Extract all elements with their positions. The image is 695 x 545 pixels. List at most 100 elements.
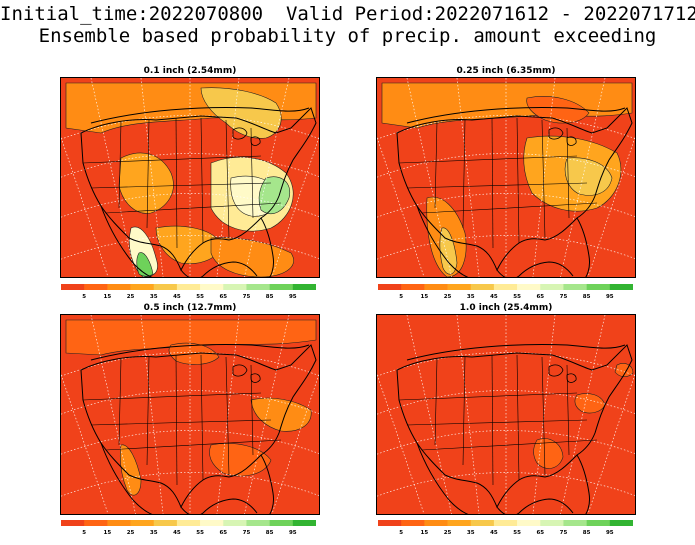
colorbar-tick-label: 15 [421,530,429,536]
colorbar-swatch [246,520,270,526]
colorbar-swatch [586,520,611,526]
colorbar-tick-label: 65 [536,530,544,536]
colorbar-swatch [447,520,472,526]
colorbar-tick-label: 75 [243,530,251,536]
colorbar-tick-label: 15 [421,294,429,300]
colorbar-swatch [269,520,294,526]
colorbar-swatch [200,284,224,290]
colorbar-tick-label: 25 [127,530,135,536]
colorbar-tick-label: 5 [399,294,403,300]
colorbar-tick-label: 35 [150,530,158,536]
colorbar-swatch [470,520,495,526]
colorbar-swatch [61,284,85,290]
panel-title-0.1-inch: 0.1 inch (2.54mm) [143,66,237,76]
colorbar-tick-label: 85 [266,294,274,300]
colorbar-tick-label: 5 [399,530,403,536]
great-lakes [232,364,261,383]
colorbar-tick-label: 55 [513,530,521,536]
colorbar-tick-label: 25 [444,530,452,536]
colorbar-tick-label: 95 [289,294,297,300]
colorbar-swatch [401,520,425,526]
colorbar-tick-label: 15 [104,530,112,536]
colorbar-swatch [447,284,472,290]
panel-title-0.5-inch: 0.5 inch (12.7mm) [143,303,237,313]
colorbar-tick-label: 45 [490,530,498,536]
colorbar-tick-label: 55 [513,294,521,300]
great-lakes [232,127,261,146]
colorbar-swatch [153,520,178,526]
coastline-borders [396,344,633,514]
colorbar-tick-label: 25 [127,294,135,300]
map-panel-1.0-inch [376,314,636,515]
colorbar-swatch [401,284,425,290]
colorbar-swatch [609,284,633,290]
state-borders [398,117,598,249]
probability-region [533,438,564,469]
colorbar-swatch [424,284,448,290]
colorbar-swatch [563,284,587,290]
colorbar-swatch [378,284,402,290]
colorbar-swatch [292,284,316,290]
colorbar-swatch [586,284,611,290]
colorbar-tick-label: 65 [536,294,544,300]
colorbar-swatch [130,284,155,290]
colorbar-swatch [269,284,294,290]
initial-time-valid-period-title: Initial_time:2022070800 Valid Period:202… [0,3,695,25]
colorbar-swatch [540,520,564,526]
lat-lon-grid [61,315,319,514]
panel-title-1.0-inch: 1.0 inch (25.4mm) [459,303,553,313]
map-panel-0.1-inch [60,77,320,278]
coastline-borders [80,344,317,514]
colorbar-tick-label: 75 [243,294,251,300]
colorbar-tick-label: 35 [150,294,158,300]
colorbar-tick-label: 95 [606,530,614,536]
colorbar-tick-label: 35 [467,530,475,536]
colorbar-tick-label: 75 [560,530,568,536]
colorbar-tick-label: 5 [82,294,86,300]
colorbar-swatch [424,520,448,526]
colorbar-0.5-inch: 5 15 25 35 45 55 65 75 85 95 [61,520,316,536]
colorbar-tick-label: 95 [289,530,297,536]
colorbar-1.0-inch: 5 15 25 35 45 55 65 75 85 95 [378,520,633,536]
colorbar-swatch [107,520,131,526]
map-panel-0.5-inch [60,314,320,515]
colorbar-tick-label: 85 [583,294,591,300]
colorbar-swatch [470,284,495,290]
colorbar-swatch [107,284,131,290]
colorbar-swatch [153,284,178,290]
coastline-borders [80,107,317,277]
colorbar-swatch [61,520,85,526]
colorbar-tick-label: 15 [104,294,112,300]
product-title: Ensemble based probability of precip. am… [38,25,657,47]
colorbar-tick-label: 35 [467,294,475,300]
colorbar-swatch [563,520,587,526]
colorbar-swatch [540,284,564,290]
colorbar-swatch [130,520,155,526]
state-borders [82,354,282,486]
colorbar-swatch [609,520,633,526]
colorbar-tick-label: 5 [82,530,86,536]
colorbar-swatch [517,520,541,526]
lat-lon-grid [377,315,635,514]
map-panel-0.25-inch [376,77,636,278]
colorbar-tick-label: 85 [266,530,274,536]
colorbar-swatch [84,520,108,526]
probability-region [564,157,613,196]
colorbar-swatch [223,520,247,526]
probability-region [200,87,282,139]
probability-region [381,82,633,129]
colorbar-swatch [84,284,108,290]
great-lakes [548,127,577,146]
colorbar-tick-label: 45 [173,294,181,300]
colorbar-tick-label: 25 [444,294,452,300]
colorbar-swatch [246,284,270,290]
probability-region [209,443,272,477]
colorbar-0.25-inch: 5 15 25 35 45 55 65 75 85 95 [378,284,633,300]
colorbar-tick-label: 85 [583,530,591,536]
colorbar-swatch [176,520,201,526]
panel-title-0.25-inch: 0.25 inch (6.35mm) [456,66,556,76]
colorbar-tick-label: 75 [560,294,568,300]
colorbar-swatch [223,284,247,290]
colorbar-tick-label: 45 [490,294,498,300]
colorbar-tick-label: 65 [219,294,227,300]
